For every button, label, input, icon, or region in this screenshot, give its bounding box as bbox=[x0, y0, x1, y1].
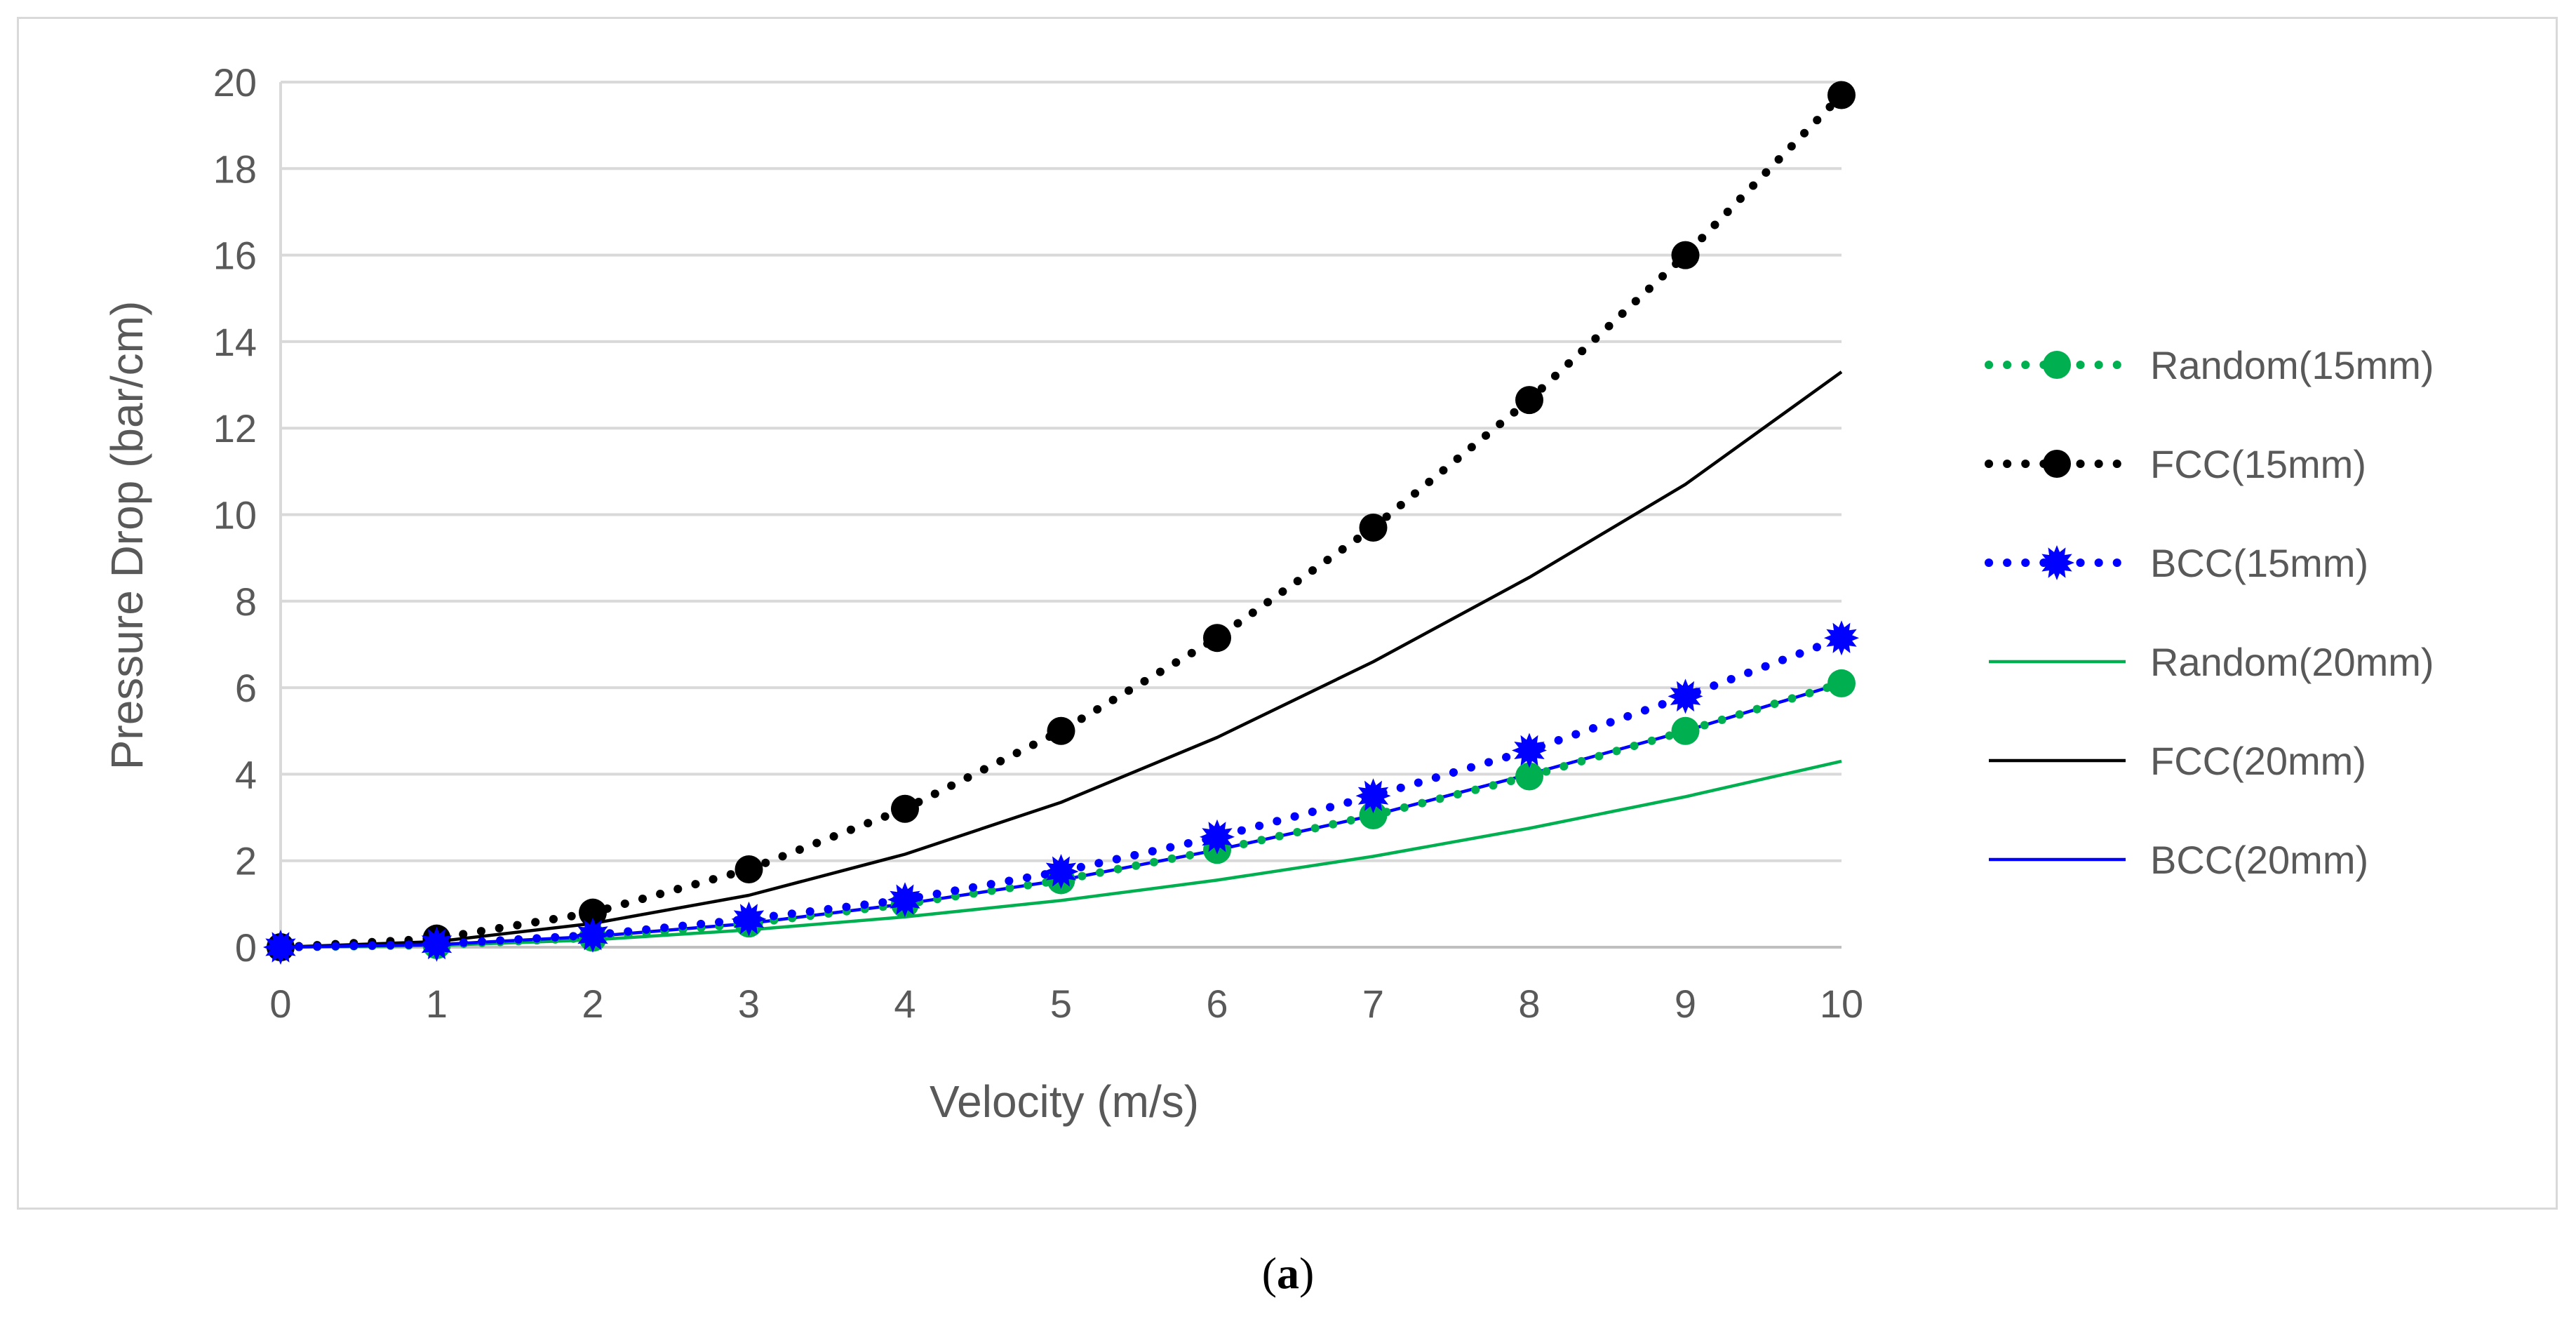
x-axis-title: Velocity (m/s) bbox=[930, 1076, 1199, 1127]
y-tick-label: 16 bbox=[213, 234, 257, 278]
data-point bbox=[891, 794, 919, 823]
caption-label: a bbox=[1277, 1248, 1299, 1298]
x-tick-label: 2 bbox=[582, 982, 603, 1026]
data-point bbox=[1515, 762, 1543, 791]
data-point bbox=[1200, 819, 1235, 855]
data-point bbox=[1359, 513, 1388, 542]
series-fcc-15mm bbox=[267, 81, 1856, 961]
legend-item-fcc-20mm: FCC(20mm) bbox=[1989, 739, 2366, 783]
x-tick-label: 0 bbox=[269, 982, 291, 1026]
data-point bbox=[419, 926, 455, 962]
data-point bbox=[1203, 624, 1231, 653]
x-tick-label: 7 bbox=[1362, 982, 1384, 1026]
x-tick-label: 6 bbox=[1206, 982, 1228, 1026]
data-point bbox=[1047, 716, 1075, 745]
y-tick-label: 18 bbox=[213, 147, 257, 191]
y-tick-label: 12 bbox=[213, 406, 257, 450]
legend: Random(15mm) FCC(15mm) BCC(15mm) Random(20m… bbox=[1985, 343, 2434, 882]
data-point bbox=[1671, 241, 1700, 269]
y-tick-label: 10 bbox=[213, 493, 257, 537]
legend-label: Random(20mm) bbox=[2150, 640, 2434, 684]
data-point bbox=[1824, 620, 1859, 656]
data-point bbox=[1827, 669, 1856, 697]
series-line bbox=[280, 370, 1843, 949]
y-axis-title: Pressure Drop (bar/cm) bbox=[102, 301, 152, 770]
x-tick-label: 10 bbox=[1820, 982, 1863, 1026]
legend-label: BCC(15mm) bbox=[2150, 541, 2368, 585]
legend-label: Random(15mm) bbox=[2150, 343, 2434, 387]
data-point bbox=[731, 901, 767, 937]
series-fcc-20mm bbox=[280, 370, 1843, 949]
gridlines bbox=[279, 81, 1842, 949]
x-tick-label: 1 bbox=[426, 982, 448, 1026]
x-tick-label: 3 bbox=[738, 982, 760, 1026]
series-line bbox=[276, 91, 1846, 951]
legend-item-bcc-20mm: BCC(20mm) bbox=[1989, 838, 2368, 882]
x-tick-label: 8 bbox=[1518, 982, 1540, 1026]
data-point bbox=[263, 930, 298, 965]
y-tick-label: 14 bbox=[213, 320, 257, 364]
data-point bbox=[1512, 733, 1547, 768]
data-point bbox=[1668, 678, 1703, 714]
chart-frame bbox=[17, 17, 2558, 1210]
legend-marker bbox=[2043, 450, 2071, 478]
legend-label: BCC(20mm) bbox=[2150, 838, 2368, 882]
data-point bbox=[1515, 386, 1543, 415]
legend-item-random-15mm: Random(15mm) bbox=[1985, 343, 2434, 387]
data-point bbox=[1827, 81, 1856, 109]
series-random-15mm bbox=[267, 669, 1856, 961]
figure-caption: (a) bbox=[1261, 1248, 1315, 1298]
legend-item-random-20mm: Random(20mm) bbox=[1989, 640, 2434, 684]
legend-marker bbox=[2039, 545, 2074, 580]
data-point bbox=[1355, 778, 1391, 814]
legend-label: FCC(15mm) bbox=[2150, 442, 2366, 486]
data-point bbox=[1043, 854, 1079, 890]
data-point bbox=[734, 855, 763, 884]
y-tick-label: 6 bbox=[235, 666, 257, 710]
x-tick-label: 5 bbox=[1050, 982, 1072, 1026]
legend-label: FCC(20mm) bbox=[2150, 739, 2366, 783]
y-tick-label: 4 bbox=[235, 752, 257, 796]
data-point bbox=[887, 882, 923, 918]
y-tick-label: 8 bbox=[235, 580, 257, 624]
legend-item-bcc-15mm: BCC(15mm) bbox=[1985, 541, 2368, 585]
series-layer bbox=[263, 81, 1859, 965]
data-point bbox=[579, 898, 607, 927]
x-tick-label: 9 bbox=[1675, 982, 1696, 1026]
legend-item-fcc-15mm: FCC(15mm) bbox=[1985, 442, 2366, 486]
y-tick-label: 0 bbox=[235, 925, 257, 970]
data-point bbox=[1671, 716, 1700, 745]
data-point bbox=[575, 917, 610, 953]
x-tick-label: 4 bbox=[894, 982, 915, 1026]
y-tick-label: 20 bbox=[213, 60, 257, 105]
y-tick-label: 2 bbox=[235, 839, 257, 883]
legend-marker bbox=[2043, 351, 2071, 379]
series-bcc-15mm bbox=[263, 620, 1859, 965]
